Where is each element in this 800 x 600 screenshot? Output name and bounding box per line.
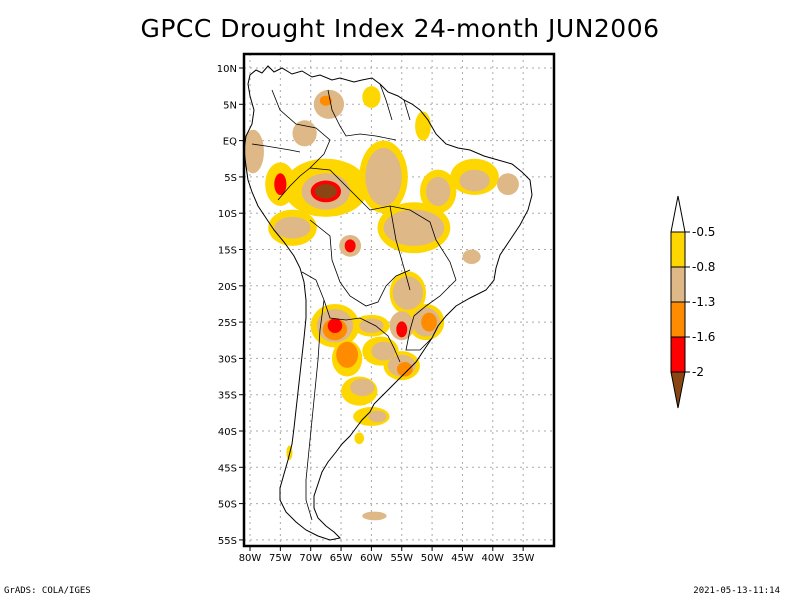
country-borders <box>251 83 457 521</box>
region-central-amazon-core <box>365 147 402 206</box>
map-title: GPCC Drought Index 24-month JUN2006 <box>140 14 660 43</box>
lat-tick-label: 55S <box>218 536 237 547</box>
lat-tick-label: 15S <box>218 246 237 257</box>
colorbar-bottom-arrow <box>670 371 686 409</box>
colorbar-label: -0.8 <box>692 260 715 274</box>
lat-tick-label: 10N <box>217 64 237 75</box>
region-argentina-north-red <box>327 318 343 333</box>
colorbar-label: -1.3 <box>692 295 715 309</box>
drought-regions <box>244 86 519 521</box>
region-falklands <box>362 511 387 521</box>
colorbar-swatch <box>670 301 686 338</box>
region-para-east-core <box>426 176 451 206</box>
map-frame <box>242 52 556 548</box>
lat-tick-label: 5N <box>223 100 237 111</box>
lon-tick-label: 55W <box>390 553 413 564</box>
lat-tick-label: 25S <box>218 318 237 329</box>
coastline <box>244 65 533 541</box>
colorbar: -0.5 -0.8 -1.3 -1.6 -2 <box>670 195 715 409</box>
region-guyana <box>362 86 381 108</box>
region-minas <box>462 249 481 265</box>
region-peru-central-core <box>274 216 311 239</box>
lat-tick-label: 40S <box>218 427 237 438</box>
region-la-pampa-core <box>350 378 375 397</box>
lat-tick-label: 30S <box>218 354 237 365</box>
region-chaco-core <box>359 318 384 333</box>
lon-tick-label: 70W <box>299 553 322 564</box>
lon-tick-label: 75W <box>269 553 292 564</box>
region-rio-grande-norte <box>497 173 519 196</box>
colorbar-top-arrow <box>670 195 686 233</box>
region-amapa <box>415 111 431 141</box>
region-mato-grosso-core <box>383 209 445 246</box>
region-western-amazon-brown <box>314 184 337 199</box>
region-buenos-aires-south-core <box>368 410 387 423</box>
lat-tick-label: 45S <box>218 463 237 474</box>
lon-tick-label: 60W <box>360 553 383 564</box>
lat-tick-label: 35S <box>218 391 237 402</box>
region-paraguay-east-red <box>396 321 408 338</box>
region-parana-orange <box>421 312 437 332</box>
region-uruguay-orange <box>396 362 413 377</box>
colorbar-swatch <box>670 231 686 268</box>
colorbar-label: -0.5 <box>692 225 715 239</box>
lat-tick-label: 5S <box>224 173 237 184</box>
footer-timestamp: 2021-05-13-11:14 <box>693 586 780 596</box>
lon-tick-label: 80W <box>239 553 262 564</box>
lat-tick-label: EQ <box>223 137 237 148</box>
colorbar-swatch <box>670 266 686 303</box>
footer-credit: GrADS: COLA/IGES <box>4 586 91 596</box>
lat-tick-label: 20S <box>218 282 237 293</box>
south-america-coastline <box>244 65 533 541</box>
lat-tick-label: 10S <box>218 209 237 220</box>
region-bolivia-north-red <box>344 239 356 253</box>
region-patagonia-pt <box>354 432 365 445</box>
region-goias-south-core <box>392 276 423 310</box>
region-ecuador <box>244 129 264 174</box>
region-peru-north-red <box>274 173 287 196</box>
region-northeast-brazil-core <box>459 169 490 192</box>
lon-tick-label: 50W <box>421 553 444 564</box>
lon-tick-label: 35W <box>512 553 535 564</box>
region-cordoba-core <box>336 341 359 368</box>
colorbar-label: -2 <box>692 365 704 379</box>
map-axes: 10N 5N EQ 5S 10S 15S 20S 25S 30S 35S 40S 45S 50S 55S8… <box>217 64 535 564</box>
lon-tick-label: 65W <box>330 553 353 564</box>
lat-tick-label: 50S <box>218 500 237 511</box>
region-entre-rios-core <box>371 341 396 361</box>
colorbar-label: -1.6 <box>692 330 715 344</box>
lon-tick-label: 40W <box>481 553 504 564</box>
region-venezuela-orange <box>319 95 332 106</box>
colorbar-swatch <box>670 336 686 373</box>
lon-tick-label: 45W <box>451 553 474 564</box>
